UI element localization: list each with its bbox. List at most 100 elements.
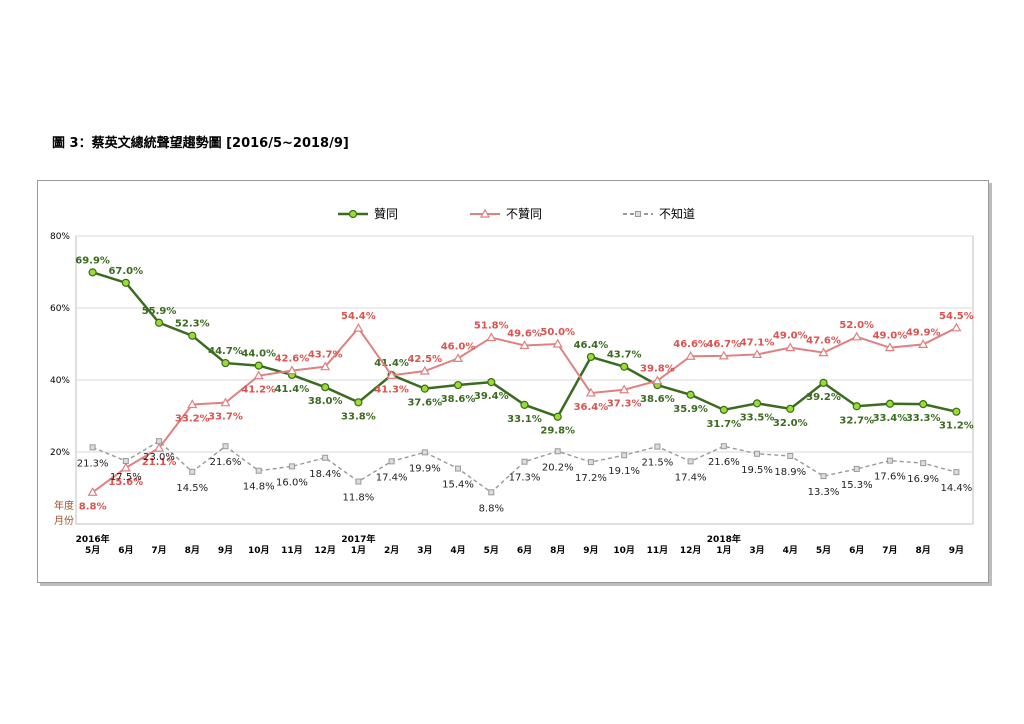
- data-point: [553, 412, 562, 421]
- data-label: 17.6%: [874, 472, 906, 483]
- data-point: [586, 352, 596, 362]
- data-label: 39.2%: [806, 392, 841, 403]
- data-point: [154, 318, 164, 327]
- axis-corner-label-month: 月份: [54, 515, 74, 527]
- data-point: [652, 375, 663, 385]
- data-point: [554, 448, 561, 455]
- x-tick-label: 12月: [680, 545, 702, 556]
- x-tick-label: 1月: [351, 545, 366, 556]
- data-point: [419, 365, 430, 375]
- data-label: 49.9%: [906, 327, 941, 338]
- data-point: [288, 463, 295, 470]
- data-label: 32.0%: [773, 418, 808, 429]
- data-point: [885, 399, 895, 408]
- data-point: [320, 361, 331, 371]
- x-tick-label: 11月: [281, 545, 303, 556]
- data-point: [388, 458, 395, 465]
- data-label: 51.8%: [474, 321, 509, 332]
- data-point: [952, 407, 961, 416]
- data-point: [719, 405, 728, 414]
- data-label: 46.4%: [574, 340, 609, 351]
- data-point: [120, 462, 131, 472]
- data-point: [585, 387, 596, 397]
- data-point: [88, 268, 97, 277]
- axis-corner-label-year: 年度: [54, 499, 74, 512]
- legend-marker: [348, 209, 358, 219]
- data-label: 42.5%: [407, 354, 442, 365]
- data-point: [720, 443, 727, 450]
- data-label: 50.0%: [540, 327, 575, 338]
- data-point: [455, 465, 462, 472]
- page-title: 圖 3：蔡英文總統聲望趨勢圖 [2016/5~2018/9]: [52, 136, 349, 151]
- data-label: 49.0%: [873, 331, 908, 342]
- data-label: 43.7%: [308, 350, 343, 361]
- data-point: [752, 399, 762, 408]
- data-label: 11.8%: [342, 493, 374, 504]
- x-tick-label: 5月: [484, 545, 499, 556]
- x-tick-label: 8月: [916, 545, 931, 556]
- data-point: [87, 487, 98, 496]
- x-tick-label: 6月: [118, 545, 133, 556]
- data-label: 15.4%: [442, 480, 474, 491]
- x-tick-label: 2月: [384, 545, 399, 556]
- data-label: 69.9%: [75, 255, 110, 266]
- data-point: [787, 452, 794, 459]
- data-label: 52.0%: [839, 320, 874, 331]
- data-point: [254, 361, 263, 370]
- data-label: 8.8%: [479, 503, 504, 514]
- data-label: 44.7%: [208, 346, 243, 357]
- data-point: [156, 438, 163, 445]
- data-label: 18.9%: [774, 467, 806, 478]
- data-point: [752, 349, 763, 359]
- data-label: 38.0%: [308, 396, 343, 407]
- data-label: 41.3%: [374, 384, 409, 395]
- x-tick-label: 9月: [949, 545, 964, 556]
- data-label: 17.4%: [376, 472, 408, 483]
- data-point: [685, 351, 696, 360]
- x-tick-label: 8月: [185, 545, 200, 556]
- data-point: [221, 358, 230, 368]
- data-point: [487, 378, 496, 387]
- data-label: 35.9%: [673, 404, 708, 415]
- data-label: 13.3%: [808, 487, 840, 498]
- data-label: 41.4%: [275, 384, 310, 395]
- x-tick-label: 8月: [550, 545, 565, 556]
- data-label: 39.8%: [640, 364, 675, 375]
- data-point: [286, 365, 297, 375]
- data-point: [853, 465, 860, 472]
- x-tick-label: 6月: [849, 545, 864, 556]
- data-point: [453, 380, 463, 390]
- data-label: 33.8%: [341, 411, 376, 422]
- data-point: [587, 459, 594, 466]
- data-point: [621, 452, 628, 459]
- data-point: [354, 398, 363, 407]
- data-label: 37.6%: [407, 398, 442, 409]
- data-label: 33.1%: [507, 414, 542, 425]
- legend-label: 贊同: [374, 207, 398, 221]
- x-tick-label: 5月: [85, 545, 100, 556]
- data-point: [421, 449, 428, 456]
- data-label: 33.7%: [208, 412, 243, 423]
- data-label: 41.4%: [374, 358, 409, 369]
- data-label: 14.4%: [940, 483, 972, 494]
- data-point: [953, 469, 960, 476]
- legend-marker: [479, 208, 491, 218]
- data-label: 21.6%: [210, 457, 242, 468]
- x-tick-label: 9月: [218, 545, 233, 556]
- x-tick-label: 5月: [816, 545, 831, 556]
- data-point: [255, 467, 262, 474]
- data-label: 21.6%: [708, 457, 740, 468]
- data-point: [754, 450, 761, 457]
- data-label: 16.0%: [276, 477, 308, 488]
- data-label: 33.5%: [740, 412, 775, 423]
- data-label: 19.5%: [741, 465, 773, 476]
- data-point: [187, 399, 198, 409]
- data-point: [222, 443, 229, 450]
- x-tick-label: 10月: [613, 545, 635, 556]
- data-point: [619, 384, 630, 394]
- data-label: 47.1%: [740, 337, 775, 348]
- data-label: 33.2%: [175, 413, 210, 424]
- data-label: 15.6%: [108, 477, 143, 488]
- data-point: [654, 443, 661, 450]
- data-point: [886, 457, 893, 464]
